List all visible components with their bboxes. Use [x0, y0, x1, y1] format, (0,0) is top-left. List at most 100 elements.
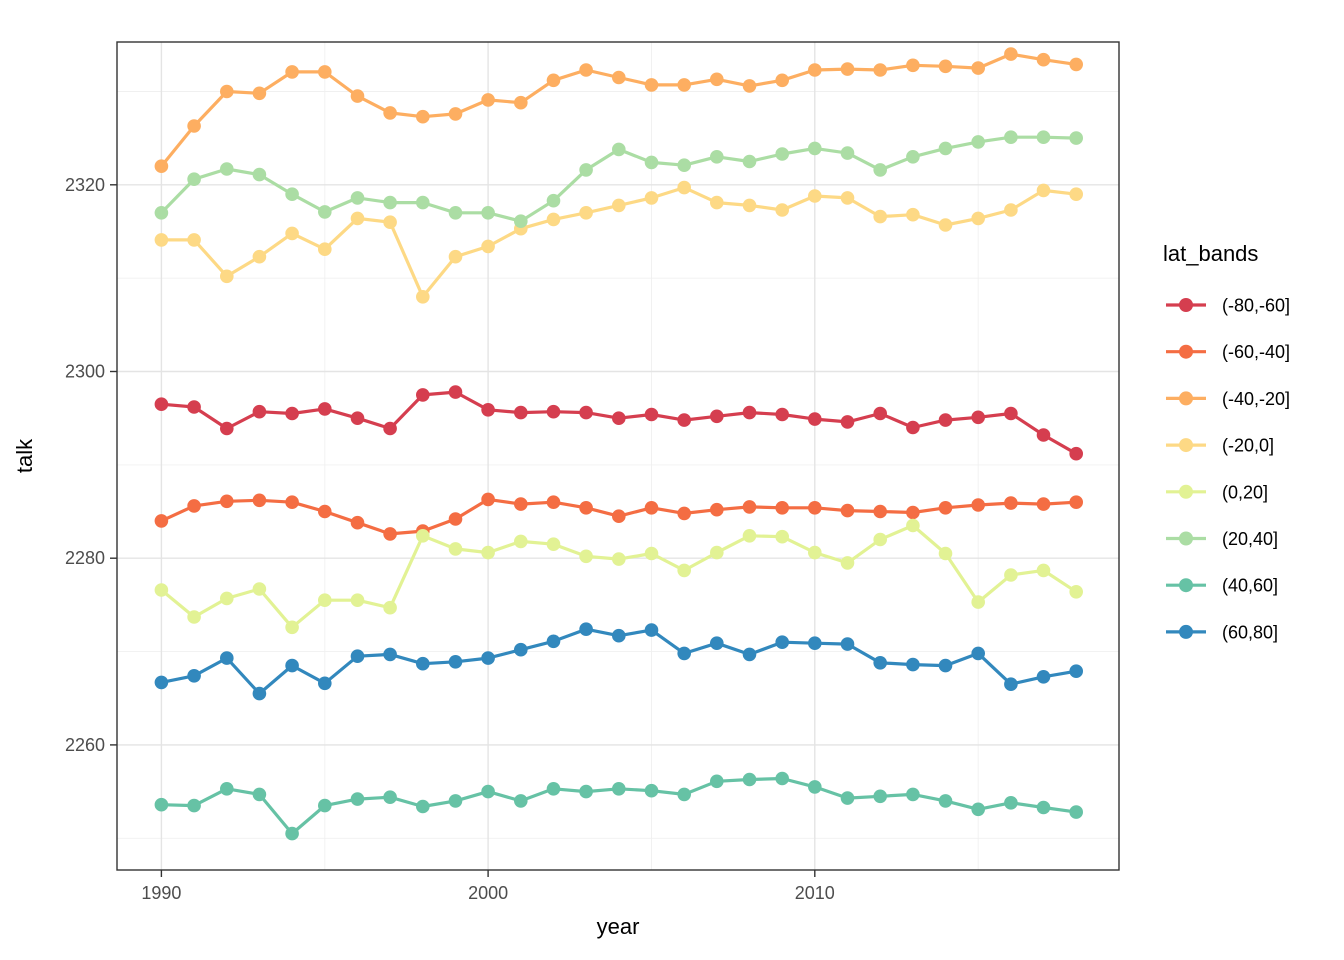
data-point: [938, 546, 953, 561]
data-point: [481, 545, 495, 560]
data-point: [742, 79, 757, 93]
data-point: [971, 410, 985, 425]
data-point: [252, 582, 267, 596]
data-point: [187, 172, 201, 186]
data-point: [971, 211, 985, 226]
data-point: [383, 421, 397, 436]
data-point: [612, 552, 626, 566]
legend-entry-label: (40,60]: [1222, 576, 1278, 596]
data-point: [742, 198, 757, 213]
data-point: [1004, 568, 1018, 582]
data-point: [808, 636, 822, 650]
data-point: [416, 388, 430, 402]
data-point: [1004, 496, 1018, 510]
data-point: [285, 620, 299, 635]
data-point: [514, 497, 528, 511]
data-point: [742, 529, 757, 543]
data-point: [906, 207, 920, 222]
data-point: [187, 798, 201, 813]
data-point: [187, 610, 201, 624]
data-point: [350, 593, 365, 607]
data-point: [677, 78, 691, 92]
data-point: [938, 59, 953, 74]
data-point: [252, 787, 267, 802]
x-tick-label: 2000: [468, 883, 508, 903]
data-point: [612, 70, 626, 85]
data-point: [154, 583, 169, 597]
data-point: [579, 163, 593, 177]
data-point: [710, 150, 724, 164]
series-(40,60]: [154, 771, 1083, 841]
data-point: [906, 518, 920, 533]
data-point: [350, 792, 365, 806]
data-point: [1069, 664, 1083, 678]
legend-entry-(-80,-60][interactable]: (-80,-60]: [1166, 296, 1290, 316]
data-point: [742, 500, 757, 514]
data-point: [350, 89, 365, 103]
legend-entry-(-20,0][interactable]: (-20,0]: [1166, 436, 1274, 456]
data-point: [416, 195, 430, 210]
y-tick-label: 2260: [65, 735, 105, 755]
data-point: [350, 191, 365, 205]
data-point: [612, 411, 626, 426]
data-point: [318, 798, 332, 813]
legend-entry-(40,60][interactable]: (40,60]: [1166, 576, 1278, 596]
data-point: [938, 501, 953, 515]
legend-entry-label: (20,40]: [1222, 529, 1278, 549]
data-point: [742, 647, 757, 662]
data-point: [448, 794, 463, 808]
data-point: [187, 119, 201, 133]
data-point: [579, 63, 593, 77]
legend-key-point-icon: [1179, 484, 1193, 499]
data-point: [873, 209, 887, 224]
data-point: [546, 782, 561, 796]
data-point: [220, 494, 234, 509]
data-point: [187, 233, 201, 247]
series-(-20,0]: [154, 180, 1083, 304]
legend-key-point-icon: [1179, 531, 1193, 546]
data-point: [546, 193, 561, 208]
data-point: [252, 404, 267, 419]
data-point: [1036, 563, 1051, 578]
data-point: [644, 191, 659, 205]
data-point: [612, 198, 626, 213]
x-tick-label: 1990: [141, 883, 181, 903]
legend-entry-(-60,-40][interactable]: (-60,-40]: [1166, 342, 1290, 362]
data-point: [775, 635, 789, 649]
data-point: [612, 782, 626, 796]
legend-entry-(60,80][interactable]: (60,80]: [1166, 622, 1278, 642]
data-point: [1069, 805, 1083, 819]
data-point: [187, 669, 201, 683]
data-point: [579, 501, 593, 515]
data-point: [1036, 670, 1051, 684]
data-point: [710, 72, 724, 87]
data-point: [154, 159, 169, 173]
data-point: [906, 657, 920, 672]
data-point: [677, 563, 691, 578]
data-point: [481, 651, 495, 665]
data-point: [448, 512, 463, 526]
data-point: [873, 789, 887, 804]
data-point: [808, 412, 822, 426]
data-point: [1004, 47, 1018, 61]
data-point: [514, 642, 528, 657]
legend-entry-label: (-40,-20]: [1222, 389, 1290, 409]
series-(-60,-40]: [154, 492, 1083, 541]
data-point: [448, 249, 463, 264]
data-point: [252, 493, 267, 508]
data-point: [416, 109, 430, 124]
data-point: [840, 556, 855, 570]
data-point: [808, 780, 822, 794]
legend-entry-(-40,-20][interactable]: (-40,-20]: [1166, 389, 1290, 409]
data-point: [840, 146, 855, 160]
data-point: [938, 794, 953, 808]
data-point: [252, 86, 267, 101]
data-point: [1036, 800, 1051, 815]
legend-entry-(0,20][interactable]: (0,20]: [1166, 482, 1268, 502]
data-point: [252, 249, 267, 264]
legend-entry-(20,40][interactable]: (20,40]: [1166, 529, 1278, 549]
data-point: [481, 206, 495, 220]
data-point: [775, 73, 789, 88]
x-axis-title: year: [597, 914, 640, 939]
data-point: [710, 195, 724, 210]
